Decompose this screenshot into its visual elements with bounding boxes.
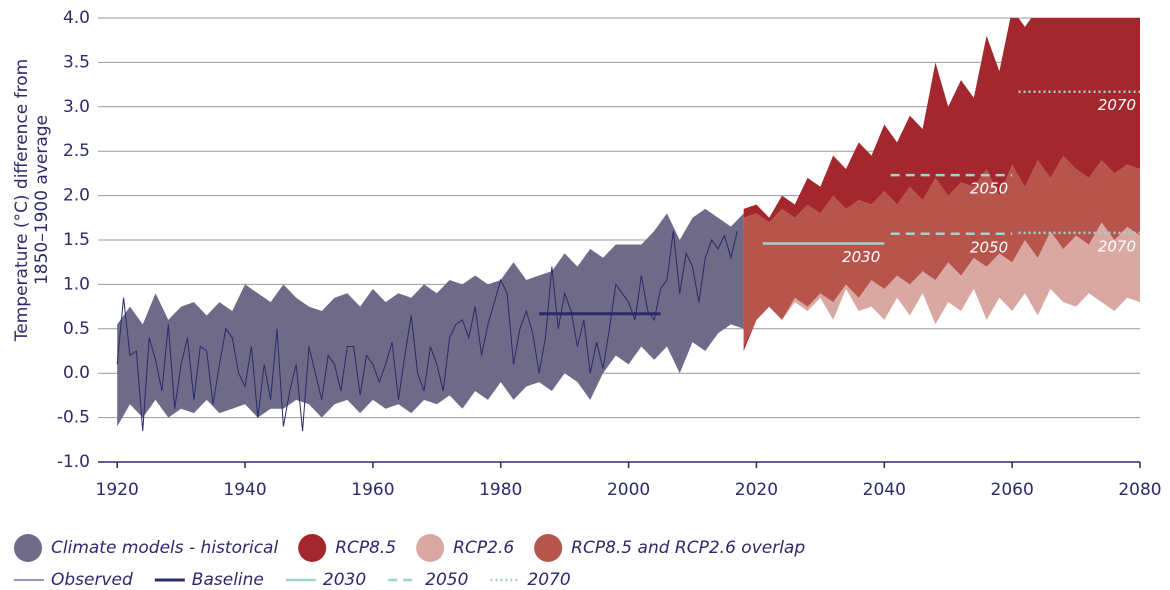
axes: Temperature (°C) difference from 1850–19… [12, 8, 1162, 500]
x-tick-label: 1940 [223, 480, 266, 500]
legend-label: Baseline [192, 570, 264, 590]
band [743, 155, 1140, 347]
x-tick-label: 2020 [735, 480, 778, 500]
legend-label: RCP8.5 and RCP2.6 overlap [571, 538, 805, 558]
y-tick-label: -0.5 [57, 408, 90, 428]
legend-label: 2070 [527, 570, 570, 590]
period-label: 2050 [970, 180, 1008, 198]
period-label: 2050 [970, 238, 1008, 256]
x-tick-label: 1920 [96, 480, 139, 500]
y-tick-label: 1.0 [63, 274, 90, 294]
y-tick-label: 3.0 [63, 97, 90, 117]
x-tick-label: 1960 [351, 480, 394, 500]
legend-label: RCP2.6 [453, 538, 514, 558]
legend-label: RCP8.5 [335, 538, 396, 558]
legend-label: Observed [51, 570, 133, 590]
y-axis-label: Temperature (°C) difference from [12, 59, 32, 342]
x-tick-label: 2040 [863, 480, 906, 500]
period-label: 2070 [1098, 237, 1136, 255]
y-tick-label: -1.0 [57, 452, 90, 472]
legend-swatch [298, 534, 327, 562]
y-axis-label: 1850–1900 average [32, 115, 52, 285]
plot-area: 2030 2050 2050 2070 2070 [116, 18, 1140, 431]
x-tick-label: 2060 [991, 480, 1034, 500]
legend-label: 2050 [425, 570, 468, 590]
x-tick-label: 1980 [479, 480, 522, 500]
y-tick-label: 2.5 [63, 141, 90, 161]
legend-label: 2030 [323, 570, 366, 590]
x-tick-label: 2000 [607, 480, 650, 500]
line [116, 231, 738, 431]
y-tick-label: 0.5 [63, 319, 90, 339]
y-tick-label: 2.0 [63, 186, 90, 206]
x-tick-label: 2080 [1118, 480, 1161, 500]
legend-label: Climate models - historical [51, 538, 278, 558]
y-tick-label: 3.5 [63, 52, 90, 72]
legend-swatch [416, 534, 445, 562]
band [117, 208, 744, 427]
y-tick-label: 4.0 [63, 8, 90, 28]
legend-swatch [14, 534, 42, 562]
legend-swatch [534, 534, 563, 562]
y-tick-label: 1.5 [63, 230, 90, 250]
y-tick-label: 0.0 [63, 363, 90, 383]
legend: Climate models - historical RCP8.5 RCP2.6 R… [14, 534, 805, 590]
period-label: 2070 [1098, 96, 1136, 114]
period-label: 2030 [842, 248, 880, 266]
